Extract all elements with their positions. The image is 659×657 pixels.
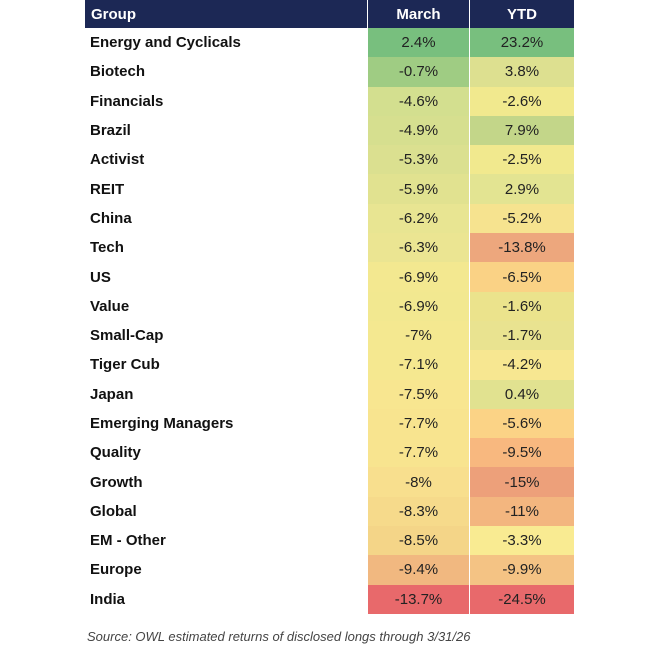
- table-row: Small-Cap -7% -1.7%: [85, 320, 574, 351]
- group-cell: Brazil: [90, 122, 131, 140]
- returns-table: Group March YTD Energy and Cyclicals 2.4%…: [85, 0, 574, 614]
- ytd-value-cell: -13.8%: [469, 233, 574, 263]
- group-cell: Tiger Cub: [90, 356, 160, 374]
- ytd-value-cell: -24.5%: [469, 584, 574, 614]
- march-value-cell: -7.7%: [367, 438, 469, 468]
- march-value-cell: -7.5%: [367, 379, 469, 409]
- group-cell: Financials: [90, 92, 164, 110]
- ytd-value-cell: -3.3%: [469, 526, 574, 556]
- ytd-value-cell: 23.2%: [469, 28, 574, 58]
- table-row: Tech -6.3% -13.8%: [85, 233, 574, 263]
- march-value-cell: -8.5%: [367, 526, 469, 556]
- table-row: Emerging Managers -7.7% -5.6%: [85, 408, 574, 439]
- group-cell: Emerging Managers: [90, 415, 234, 432]
- group-cell: Growth: [90, 473, 143, 491]
- group-cell: Europe: [90, 561, 142, 579]
- march-value-cell: -5.9%: [367, 174, 469, 204]
- ytd-value-cell: 7.9%: [469, 115, 574, 146]
- table-row: Europe -9.4% -9.9%: [85, 555, 574, 585]
- group-cell: Biotech: [90, 63, 146, 81]
- table-row: REIT -5.9% 2.9%: [85, 174, 574, 204]
- ytd-value-cell: -9.5%: [469, 438, 574, 468]
- source-note: Source: OWL estimated returns of disclos…: [87, 629, 471, 644]
- header-group: Group: [91, 5, 136, 23]
- group-cell: Global: [90, 502, 137, 520]
- table-row: EM - Other -8.5% -3.3%: [85, 526, 574, 556]
- ytd-value-cell: -15%: [469, 467, 574, 497]
- ytd-value-cell: -5.6%: [469, 408, 574, 439]
- group-cell: India: [90, 590, 126, 608]
- ytd-value-cell: -2.6%: [469, 86, 574, 116]
- ytd-value-cell: -9.9%: [469, 555, 574, 585]
- group-cell: Japan: [90, 385, 134, 403]
- ytd-value-cell: -1.7%: [469, 320, 574, 351]
- march-value-cell: -8%: [367, 467, 469, 497]
- table-row: Value -6.9% -1.6%: [85, 291, 574, 321]
- table-row: Brazil -4.9% 7.9%: [85, 115, 574, 146]
- group-cell: Tech: [90, 239, 124, 257]
- ytd-value-cell: -2.5%: [469, 145, 574, 175]
- ytd-value-cell: -1.6%: [469, 291, 574, 321]
- table-row: US -6.9% -6.5%: [85, 262, 574, 292]
- march-value-cell: -13.7%: [367, 584, 469, 614]
- ytd-value-cell: -4.2%: [469, 350, 574, 380]
- march-value-cell: -7.7%: [367, 408, 469, 439]
- group-cell: Small-Cap: [90, 327, 164, 345]
- ytd-value-cell: -6.5%: [469, 262, 574, 292]
- ytd-value-cell: 0.4%: [469, 379, 574, 409]
- table-row: China -6.2% -5.2%: [85, 203, 574, 234]
- march-value-cell: -0.7%: [367, 57, 469, 87]
- table-row: Biotech -0.7% 3.8%: [85, 57, 574, 87]
- group-cell: Value: [90, 297, 130, 315]
- table-row: Japan -7.5% 0.4%: [85, 379, 574, 409]
- group-cell: Activist: [90, 151, 145, 169]
- march-value-cell: -6.9%: [367, 291, 469, 321]
- march-value-cell: -4.9%: [367, 115, 469, 146]
- march-value-cell: -6.2%: [367, 203, 469, 234]
- march-value-cell: 2.4%: [367, 28, 469, 58]
- march-value-cell: -8.3%: [367, 496, 469, 527]
- group-cell: Quality: [90, 444, 141, 462]
- march-value-cell: -6.3%: [367, 233, 469, 263]
- march-value-cell: -4.6%: [367, 86, 469, 116]
- table-row: Growth -8% -15%: [85, 467, 574, 497]
- march-value-cell: -5.3%: [367, 145, 469, 175]
- table-row: Quality -7.7% -9.5%: [85, 438, 574, 468]
- march-value-cell: -7.1%: [367, 350, 469, 380]
- header-ytd: YTD: [469, 0, 574, 28]
- group-cell: EM - Other: [90, 532, 166, 550]
- group-cell: China: [90, 209, 132, 227]
- table-row: Energy and Cyclicals 2.4% 23.2%: [85, 28, 574, 58]
- table-row: Tiger Cub -7.1% -4.2%: [85, 350, 574, 380]
- table-header-row: Group March YTD: [85, 0, 574, 28]
- table-body: Energy and Cyclicals 2.4% 23.2% Biotech -0.7…: [85, 28, 574, 614]
- group-cell: US: [90, 268, 111, 286]
- table-row: India -13.7% -24.5%: [85, 584, 574, 614]
- table-row: Activist -5.3% -2.5%: [85, 145, 574, 175]
- ytd-value-cell: -5.2%: [469, 203, 574, 234]
- header-march: March: [367, 0, 469, 28]
- ytd-value-cell: 3.8%: [469, 57, 574, 87]
- march-value-cell: -6.9%: [367, 262, 469, 292]
- table-row: Financials -4.6% -2.6%: [85, 86, 574, 116]
- ytd-value-cell: -11%: [469, 496, 574, 527]
- table-row: Global -8.3% -11%: [85, 496, 574, 527]
- group-cell: REIT: [90, 180, 125, 198]
- march-value-cell: -9.4%: [367, 555, 469, 585]
- ytd-value-cell: 2.9%: [469, 174, 574, 204]
- group-cell: Energy and Cyclicals: [90, 34, 241, 52]
- march-value-cell: -7%: [367, 320, 469, 351]
